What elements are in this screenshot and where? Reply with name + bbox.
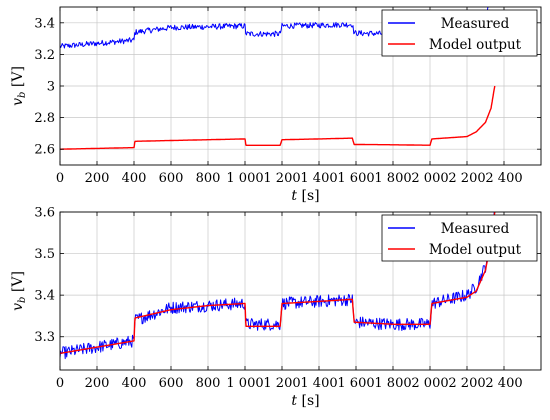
y-tick-label: 3.5	[34, 247, 55, 262]
x-tick-label: 1 600	[337, 376, 374, 391]
x-tick-label: 1 000	[226, 376, 263, 391]
x-tick-label: 1 800	[374, 171, 411, 186]
x-tick-label: 2 400	[485, 171, 522, 186]
x-tick-label: 800	[196, 376, 221, 391]
x-tick-label: 1 800	[374, 376, 411, 391]
x-tick-label: 1 200	[263, 376, 300, 391]
y-axis-label: vb [V]	[10, 66, 28, 106]
x-tick-label: 0	[56, 171, 64, 186]
x-tick-label: 1 200	[263, 171, 300, 186]
x-tick-label: 1 600	[337, 171, 374, 186]
plot-frame	[59, 211, 542, 371]
x-axis-label: t [s]	[291, 188, 319, 204]
legend: Measured Model output	[381, 9, 538, 57]
y-tick-label: 3.4	[34, 289, 55, 304]
y-tick-label: 3.2	[34, 48, 55, 63]
y-tick-label: 3.6	[34, 206, 55, 221]
x-tick-label: 2 200	[448, 376, 485, 391]
y-tick-label: 3.4	[34, 16, 55, 31]
legend: Measured Model output	[381, 214, 538, 262]
y-tick-label: 3	[47, 80, 55, 95]
x-tick-label: 2 000	[411, 171, 448, 186]
series-line-measured	[60, 212, 495, 360]
x-tick-label: 1 400	[300, 376, 337, 391]
chart-panel-1: 0 200 400 600 800 1 000 1 200 1 400 1 600 1 800 2 …	[10, 6, 542, 204]
series-line-model-output	[60, 212, 496, 355]
series-line-model-output	[60, 85, 496, 150]
x-axis-label: t [s]	[291, 393, 319, 409]
x-tick-label: 2 400	[485, 376, 522, 391]
x-tick-label: 800	[196, 171, 221, 186]
y-axis-label: vb [V]	[10, 271, 28, 311]
x-tick-label: 1 000	[226, 171, 263, 186]
chart-panel-2: 0 200 400 600 800 1 000 1 200 1 400 1 600 1 800 2 …	[10, 206, 542, 409]
y-tick-label: 3.3	[34, 330, 55, 345]
legend-entry: Model output	[429, 242, 522, 258]
x-tick-label: 200	[85, 171, 110, 186]
x-tick-label: 200	[85, 376, 110, 391]
x-tick-label: 400	[122, 376, 147, 391]
legend-entry: Model output	[429, 37, 522, 53]
x-tick-label: 1 400	[300, 171, 337, 186]
y-tick-label: 2.8	[34, 111, 55, 126]
x-tick-label: 400	[122, 171, 147, 186]
x-tick-label: 2 000	[411, 376, 448, 391]
legend-entry: Measured	[441, 221, 510, 237]
x-tick-label: 2 200	[448, 171, 485, 186]
x-tick-label: 0	[56, 376, 64, 391]
x-tick-label: 600	[159, 171, 184, 186]
legend-entry: Measured	[441, 16, 510, 32]
x-tick-label: 600	[159, 376, 184, 391]
y-tick-label: 2.6	[34, 143, 55, 158]
